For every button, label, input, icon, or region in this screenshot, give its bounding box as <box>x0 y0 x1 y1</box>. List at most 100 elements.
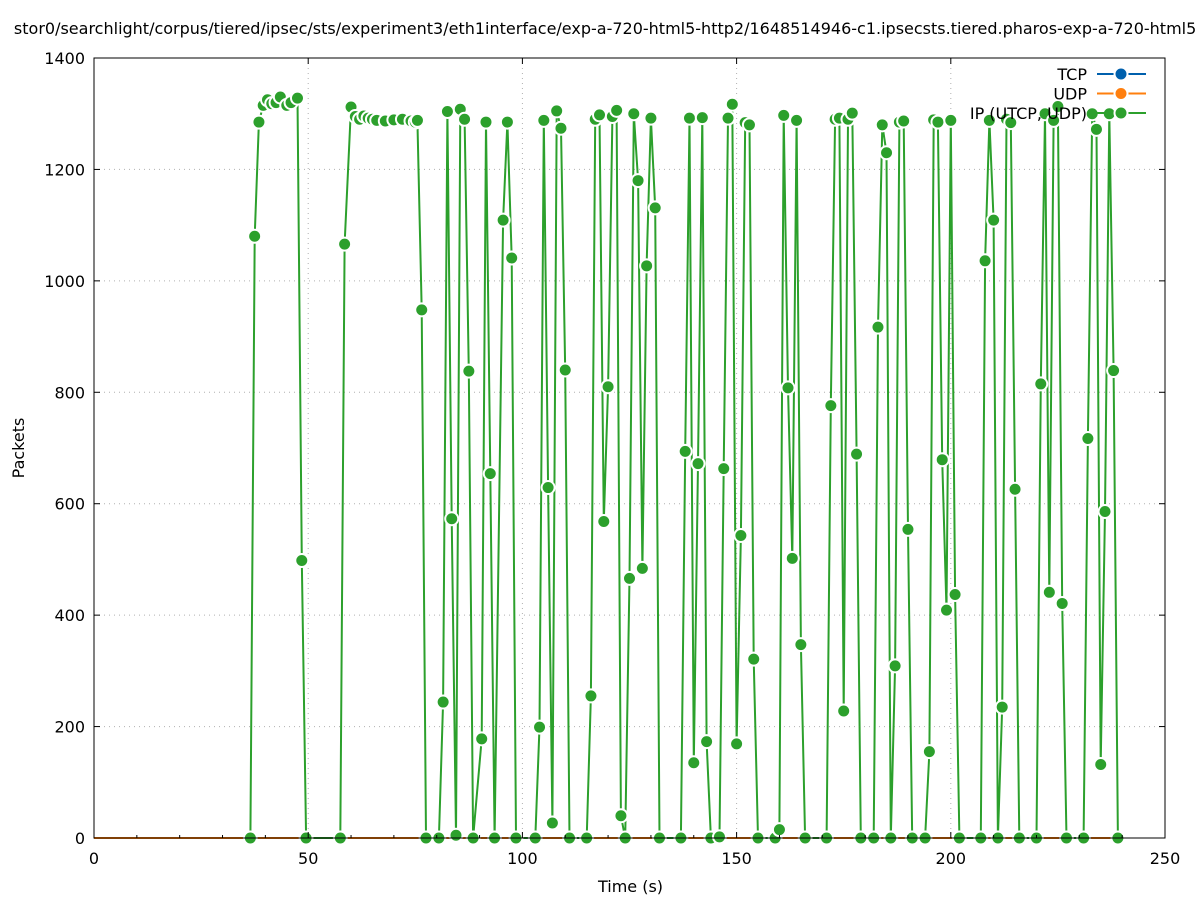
data-point <box>630 173 646 189</box>
y-tick-label: 600 <box>54 495 85 514</box>
data-point <box>977 253 993 269</box>
data-point <box>626 106 642 122</box>
data-point <box>694 110 710 126</box>
data-point <box>686 755 702 771</box>
data-point <box>643 110 659 126</box>
data-point <box>934 452 950 468</box>
data-point <box>677 443 693 459</box>
data-point <box>557 362 573 378</box>
data-point <box>1054 595 1070 611</box>
data-point <box>870 319 886 335</box>
data-point <box>994 699 1010 715</box>
data-point <box>409 112 425 128</box>
x-axis-label: Time (s) <box>597 877 663 896</box>
data-point <box>776 107 792 123</box>
data-point <box>844 105 860 121</box>
data-point <box>771 822 787 838</box>
data-point <box>1041 584 1057 600</box>
data-point <box>699 734 715 750</box>
data-point <box>439 103 455 119</box>
data-point <box>448 827 464 843</box>
data-point <box>482 466 498 482</box>
data-point <box>1007 481 1023 497</box>
data-point <box>1106 363 1122 379</box>
chart-title: stor0/searchlight/corpus/tiered/ipsec/st… <box>14 19 1197 38</box>
data-point <box>930 114 946 130</box>
y-tick-label: 1200 <box>44 160 85 179</box>
data-point <box>474 731 490 747</box>
data-point <box>746 651 762 667</box>
plot-frame <box>93 57 1166 839</box>
data-point <box>681 110 697 126</box>
data-point <box>499 114 515 130</box>
data-point <box>789 112 805 128</box>
legend-label: TCP <box>1056 65 1087 84</box>
data-point <box>921 744 937 760</box>
data-point <box>634 560 650 576</box>
data-point <box>943 112 959 128</box>
legend-label: UDP <box>1053 85 1087 104</box>
data-point <box>1080 431 1096 447</box>
data-point <box>337 236 353 252</box>
data-point <box>613 808 629 824</box>
data-point <box>981 112 997 128</box>
data-point <box>900 521 916 537</box>
data-point <box>711 829 727 845</box>
data-point <box>592 107 608 123</box>
x-tick-label: 100 <box>507 849 538 868</box>
x-tick-label: 150 <box>721 849 752 868</box>
data-point <box>444 511 460 527</box>
data-point <box>1046 112 1062 128</box>
data-point <box>549 103 565 119</box>
data-point <box>947 587 963 603</box>
data-point <box>741 117 757 133</box>
data-point <box>461 363 477 379</box>
data-point <box>690 456 706 472</box>
data-point <box>823 398 839 414</box>
y-tick-label: 400 <box>54 606 85 625</box>
data-point <box>536 112 552 128</box>
plot-area <box>94 89 1126 846</box>
data-point <box>793 637 809 653</box>
data-point <box>720 110 736 126</box>
data-point <box>780 380 796 396</box>
data-point <box>729 736 745 752</box>
data-point <box>724 96 740 112</box>
data-point <box>583 688 599 704</box>
y-axis-label: Packets <box>9 418 28 479</box>
data-point <box>251 114 267 130</box>
data-point <box>1097 504 1113 520</box>
y-tick-label: 0 <box>75 829 85 848</box>
data-point <box>435 694 451 710</box>
x-tick-label: 250 <box>1150 849 1181 868</box>
legend-swatch-marker <box>1113 86 1129 101</box>
data-point <box>457 111 473 127</box>
x-tick-label: 0 <box>89 849 99 868</box>
data-point <box>600 379 616 395</box>
y-tick-label: 1400 <box>44 49 85 68</box>
data-point <box>1088 121 1104 137</box>
data-point <box>784 550 800 566</box>
data-point <box>986 212 1002 228</box>
data-point <box>639 258 655 274</box>
data-point <box>879 145 895 161</box>
data-point <box>1003 115 1019 131</box>
data-point <box>1050 98 1066 114</box>
data-point <box>596 514 612 530</box>
data-point <box>609 102 625 118</box>
data-point <box>887 658 903 674</box>
data-point <box>733 527 749 543</box>
y-tick-label: 200 <box>54 718 85 737</box>
data-point <box>1033 376 1049 392</box>
y-tick-label: 800 <box>54 383 85 402</box>
data-point <box>836 703 852 719</box>
x-tick-label: 200 <box>936 849 967 868</box>
data-point <box>478 114 494 130</box>
data-point <box>495 212 511 228</box>
legend-swatch-marker <box>1113 105 1129 121</box>
data-point <box>504 250 520 266</box>
data-point <box>532 719 548 735</box>
data-point <box>544 815 560 831</box>
